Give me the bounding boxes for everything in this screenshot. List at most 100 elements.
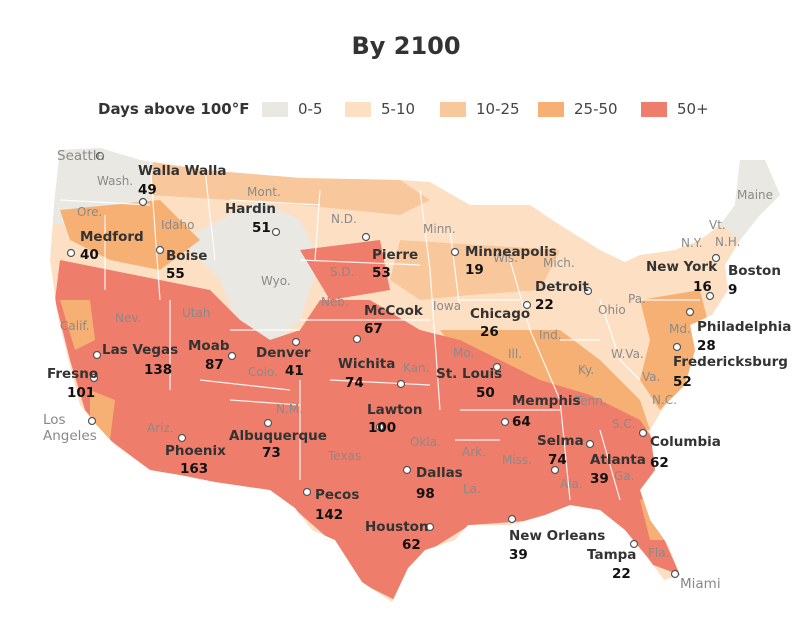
city-name-label: New York <box>646 259 718 275</box>
city-name-label: Fredericksburg <box>673 354 788 370</box>
city-name-label: Memphis <box>512 393 581 409</box>
legend-swatch <box>641 101 667 117</box>
city-name-label: Albuquerque <box>229 428 327 444</box>
city-name-label: Los Angeles <box>43 412 97 444</box>
region-25-50 <box>60 200 200 270</box>
city-dot <box>291 337 301 347</box>
city-dot <box>66 248 76 258</box>
state-label: Tenn. <box>574 394 607 408</box>
state-label: Texas <box>327 449 361 463</box>
city-value-label: 74 <box>548 452 567 468</box>
state-label: Mo. <box>453 346 474 360</box>
city-value-label: 19 <box>465 262 484 278</box>
city-dot <box>361 232 371 242</box>
city-value-label: 52 <box>673 374 692 390</box>
city-name-label: Selma <box>537 433 584 449</box>
state-label: Ga. <box>614 469 634 483</box>
city-dot <box>138 197 148 207</box>
state-labels: Wash. Ore. Calif. Idaho Nev. Mont. Wyo. … <box>60 174 773 560</box>
city-name-label: Walla Walla <box>138 163 226 179</box>
city-dot <box>685 307 695 317</box>
state-label: Md. <box>669 322 691 336</box>
city-name-label: Hardin <box>225 201 276 217</box>
state-label: N.C. <box>652 393 677 407</box>
state-label: Okla. <box>410 435 441 449</box>
city-dot <box>705 291 715 301</box>
city-dot <box>263 418 273 428</box>
state-borders <box>59 159 700 501</box>
legend-label: Days above 100°F <box>98 100 250 118</box>
city-dot <box>500 417 510 427</box>
city-dot <box>92 350 102 360</box>
state-label: Ind. <box>539 328 562 342</box>
legend-item-25-50: 25-50 <box>538 100 618 118</box>
city-name-label: New Orleans <box>509 528 605 544</box>
city-value-label: 74 <box>345 375 364 391</box>
city-dot <box>402 465 412 475</box>
city-dot <box>95 151 105 161</box>
city-value-label: 16 <box>693 279 712 295</box>
state-label: Iowa <box>433 299 461 313</box>
state-label: Utah <box>182 306 210 320</box>
city-name-label: Detroit <box>535 279 589 295</box>
state-label: S.D. <box>330 265 355 279</box>
city-dot <box>670 569 680 579</box>
city-value-label: 73 <box>262 445 281 461</box>
city-dot <box>583 286 593 296</box>
city-dot <box>87 416 97 426</box>
state-label: Kan. <box>403 361 429 375</box>
city-dot <box>507 514 517 524</box>
city-value-label: 62 <box>402 537 421 553</box>
state-label: Vt. <box>709 218 726 232</box>
region-10-25 <box>150 160 430 215</box>
city-value-label: 55 <box>166 266 185 282</box>
city-name-label: Boston <box>728 263 781 279</box>
state-label: Maine <box>737 188 773 202</box>
city-value-label: 22 <box>535 297 554 313</box>
state-label: La. <box>463 482 481 496</box>
city-value-label: 53 <box>372 265 391 281</box>
city-name-label: Atlanta <box>590 452 646 468</box>
city-dot <box>585 439 595 449</box>
city-dot <box>302 487 312 497</box>
city-name-label: Philadelphia <box>697 319 791 335</box>
legend-item-5-10: 5-10 <box>345 100 415 118</box>
city-name-label: Houston <box>365 519 429 535</box>
state-label: Neb. <box>321 295 349 309</box>
city-name-label: Pierre <box>372 247 418 263</box>
city-value-label: 39 <box>509 547 528 563</box>
legend-item-0-5: 0-5 <box>262 100 323 118</box>
city-dot <box>711 253 721 263</box>
legend-swatch <box>345 101 371 117</box>
state-label: Calif. <box>60 319 90 333</box>
state-label: Wis. <box>493 251 518 265</box>
city-dot <box>89 373 99 383</box>
state-label: Ore. <box>77 205 102 219</box>
state-label: Miss. <box>502 453 532 467</box>
city-value-label: 40 <box>80 247 99 263</box>
city-dot <box>638 428 648 438</box>
city-name-label: Moab <box>188 338 230 354</box>
city-dot <box>522 300 532 310</box>
city-value-label: 98 <box>416 486 435 502</box>
city-value-label: 41 <box>285 363 304 379</box>
city-value-label: 87 <box>205 357 224 373</box>
state-label: N.M. <box>276 402 303 416</box>
city-markers: Seattle Walla Walla 49 Medford 40 Boise 55 Hard… <box>43 148 791 592</box>
legend-item-10-25: 10-25 <box>440 100 520 118</box>
state-label: Minn. <box>423 222 456 236</box>
city-name-label: Fresno <box>47 366 98 382</box>
legend-item-50-plus: 50+ <box>641 100 709 118</box>
region-0-5 <box>180 200 320 350</box>
city-dot <box>375 422 385 432</box>
city-dot <box>396 379 406 389</box>
state-label: Ill. <box>508 347 522 361</box>
city-name-label: Pecos <box>315 487 359 503</box>
state-label: Ky. <box>578 363 594 377</box>
city-name-label: Tampa <box>587 547 636 563</box>
city-value-label: 26 <box>480 324 499 340</box>
city-name-label: St. Louis <box>436 366 502 382</box>
state-label: N.H. <box>715 235 740 249</box>
city-name-label: Minneapolis <box>465 244 557 260</box>
city-name-label: Wichita <box>338 356 395 372</box>
